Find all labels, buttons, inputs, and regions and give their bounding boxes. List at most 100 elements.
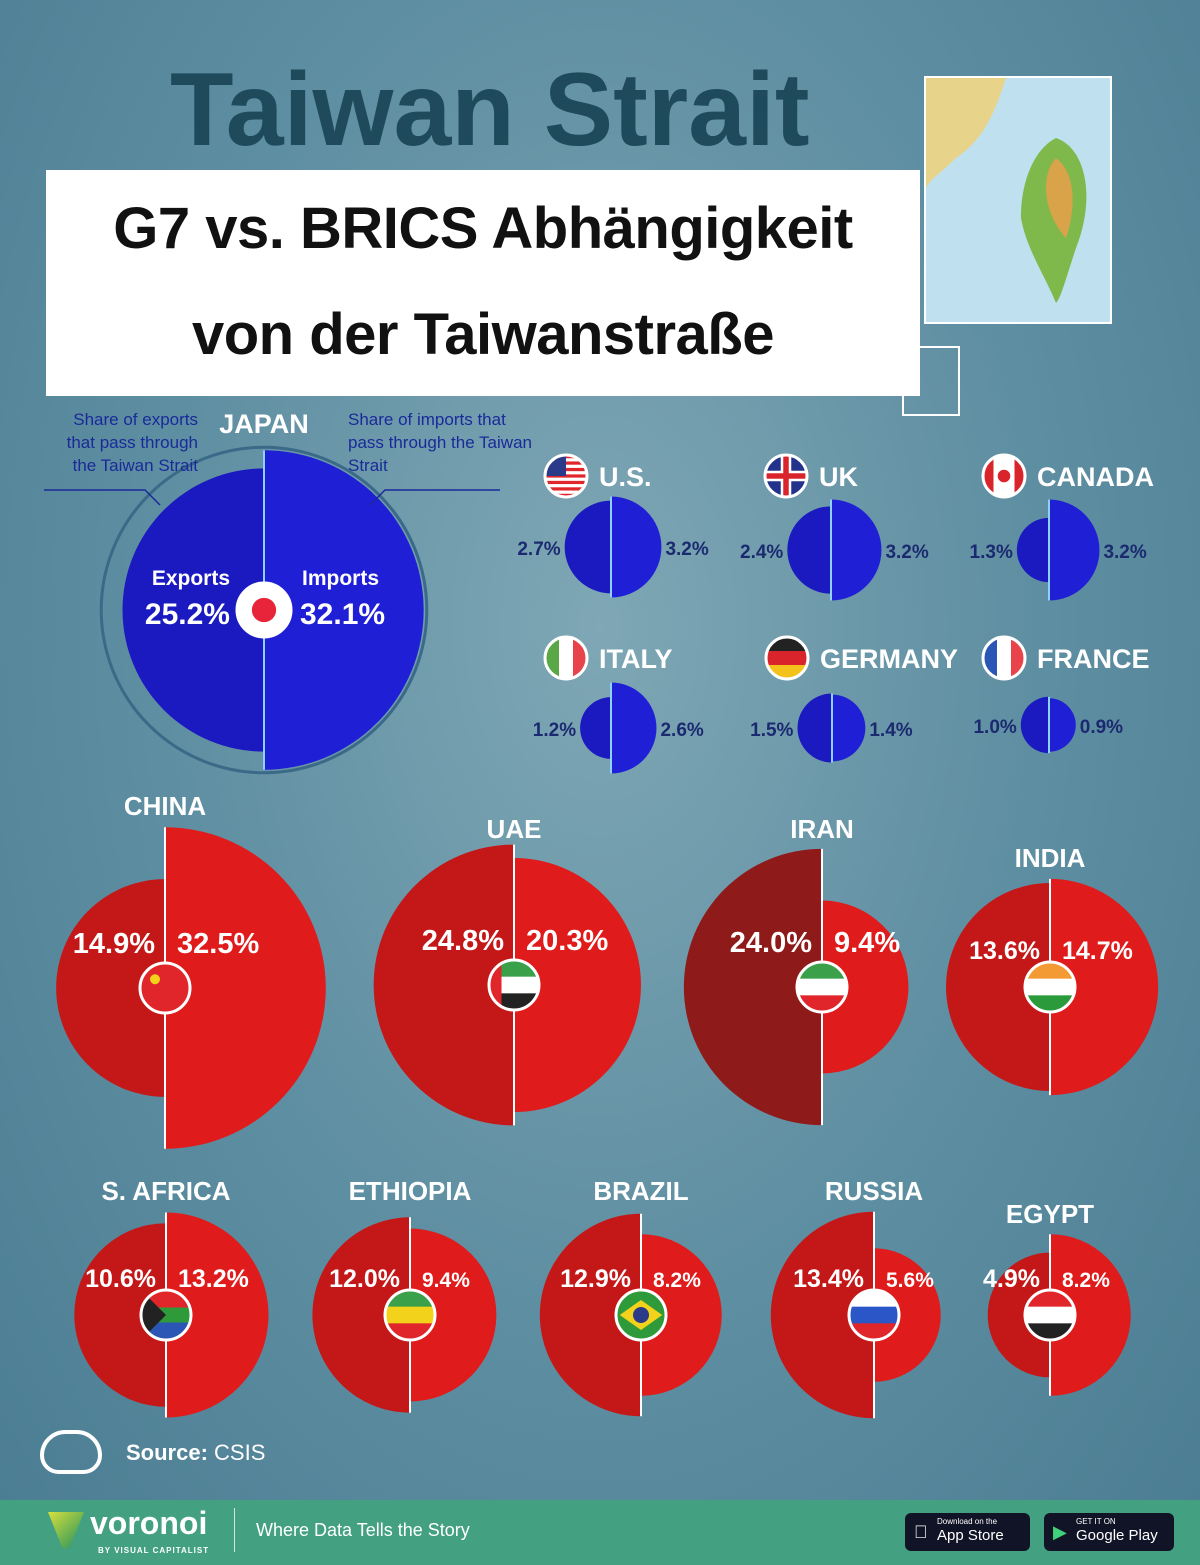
exports-value: 12.9% xyxy=(560,1265,631,1293)
footer: voronoi BY VISUAL CAPITALIST Where Data … xyxy=(0,1500,1200,1565)
google-play-icon: ▶ xyxy=(1053,1522,1067,1542)
flag-border xyxy=(1023,960,1077,1014)
flag-canada-icon xyxy=(981,453,1027,499)
imports-value: 0.9% xyxy=(1080,717,1123,738)
country-chart-russia xyxy=(770,1211,941,1419)
exports-half-circle xyxy=(1016,517,1049,583)
source-label: Source: xyxy=(126,1440,208,1465)
country-chart-canada xyxy=(1016,499,1100,601)
imports-value: 13.2% xyxy=(178,1265,249,1293)
f xyxy=(141,1290,166,1340)
imports-value: 9.4% xyxy=(422,1269,470,1292)
flag-border xyxy=(981,453,1027,499)
flag-border xyxy=(487,958,541,1012)
google-label: Google Play xyxy=(1076,1527,1158,1544)
exports-value: 1.3% xyxy=(970,542,1013,563)
flag-egypt-icon xyxy=(1023,1288,1077,1342)
flag-border xyxy=(795,960,849,1014)
country-chart-germany xyxy=(797,693,866,763)
imports-value: 32.5% xyxy=(177,928,259,960)
exports-value: 1.2% xyxy=(533,720,576,741)
brand-sub: BY VISUAL CAPITALIST xyxy=(98,1546,210,1555)
app-store-button[interactable]:  Download on the App Store xyxy=(905,1513,1030,1551)
flag-us-icon xyxy=(543,453,589,499)
imports-note-box: Share of imports that pass through the T… xyxy=(348,410,532,475)
tagline: Where Data Tells the Story xyxy=(256,1520,470,1540)
leader-line xyxy=(369,489,500,506)
flag-border xyxy=(614,1288,668,1342)
flag-iran-icon xyxy=(795,960,849,1014)
flag-uk-icon xyxy=(763,453,809,499)
flag-border xyxy=(138,961,192,1015)
country-name: CHINA xyxy=(124,791,207,821)
imports-label: Imports xyxy=(302,567,379,590)
exports-half-circle xyxy=(1020,696,1049,754)
country-chart-egypt xyxy=(987,1234,1131,1396)
country-name: ITALY xyxy=(599,644,673,674)
exports-value: 13.4% xyxy=(793,1265,864,1293)
country-chart-brazil xyxy=(539,1213,722,1417)
flag-ethiopia-icon xyxy=(383,1288,437,1342)
imports-value: 20.3% xyxy=(526,925,608,957)
exports-value: 2.7% xyxy=(517,539,560,560)
exports-value: 13.6% xyxy=(969,937,1040,965)
country-chart-italy xyxy=(580,682,657,774)
country-chart-japan xyxy=(99,445,429,775)
flag-border xyxy=(383,1288,437,1342)
exports-half-circle xyxy=(56,879,166,1097)
country-name: S. AFRICA xyxy=(101,1176,230,1206)
flag-stripe xyxy=(849,1306,899,1325)
country-name: GERMANY xyxy=(820,644,958,674)
source-value: CSIS xyxy=(214,1440,266,1465)
flag-stripe xyxy=(797,978,847,997)
flag-south-africa-icon xyxy=(139,1288,193,1342)
imports-half-circle xyxy=(410,1228,497,1402)
imports-half-circle xyxy=(611,682,657,774)
country-chart-uae xyxy=(373,844,641,1126)
flag-border xyxy=(235,581,293,639)
brand-name[interactable]: voronoi xyxy=(90,1505,208,1541)
imports-half-circle xyxy=(611,496,662,598)
exports-note: Share of exports that pass through the T… xyxy=(66,410,198,475)
flag-stripe xyxy=(385,1306,435,1325)
flag-stripe xyxy=(545,493,587,497)
imports-half-circle xyxy=(832,694,866,762)
imports-value: 3.2% xyxy=(1103,542,1146,563)
google-play-button[interactable]: ▶ GET IT ON Google Play xyxy=(1044,1513,1174,1551)
country-name: RUSSIA xyxy=(825,1176,923,1206)
imports-value: 2.6% xyxy=(660,720,703,741)
map-title: Taiwan Strait xyxy=(170,52,810,168)
imports-value: 5.6% xyxy=(886,1269,934,1292)
appstore-label: App Store xyxy=(937,1527,1004,1544)
country-chart-uk xyxy=(787,499,882,601)
outline xyxy=(99,445,429,775)
flag-japan-icon xyxy=(235,581,293,639)
country-name: UK xyxy=(819,462,858,492)
flag-india-icon xyxy=(1023,960,1077,1014)
country-name: JAPAN xyxy=(219,409,309,439)
voronoi-logo-icon xyxy=(48,1512,84,1548)
country-name: CANADA xyxy=(1037,462,1154,492)
flag-border xyxy=(543,635,589,681)
imports-value: 9.4% xyxy=(834,927,900,959)
imports-half-circle xyxy=(874,1248,941,1382)
creative-commons-icon xyxy=(40,1430,102,1474)
country-chart-u-s- xyxy=(564,496,662,598)
country-chart-s-africa xyxy=(74,1212,269,1418)
exports-value: 2.4% xyxy=(740,542,783,563)
country-name: FRANCE xyxy=(1037,644,1150,674)
country-chart-france xyxy=(1020,696,1076,754)
f xyxy=(783,455,789,497)
footer-divider xyxy=(234,1508,235,1552)
imports-note: Share of imports that pass through the T… xyxy=(348,410,532,475)
imports-half-circle xyxy=(166,1212,269,1418)
chart-area: JAPAN Exports Imports 25.2% 32.1% Share of ex… xyxy=(44,409,1159,1419)
exports-value: 1.0% xyxy=(973,717,1016,738)
country-name: INDIA xyxy=(1015,843,1086,873)
flag-uae-icon xyxy=(487,958,541,1012)
exports-value: 4.9% xyxy=(983,1265,1040,1293)
title-box: G7 vs. BRICS Abhängigkeit von der Taiwan… xyxy=(46,170,920,396)
exports-half-circle xyxy=(787,506,831,594)
exports-value: 12.0% xyxy=(329,1265,400,1293)
imports-half-circle xyxy=(831,499,882,601)
